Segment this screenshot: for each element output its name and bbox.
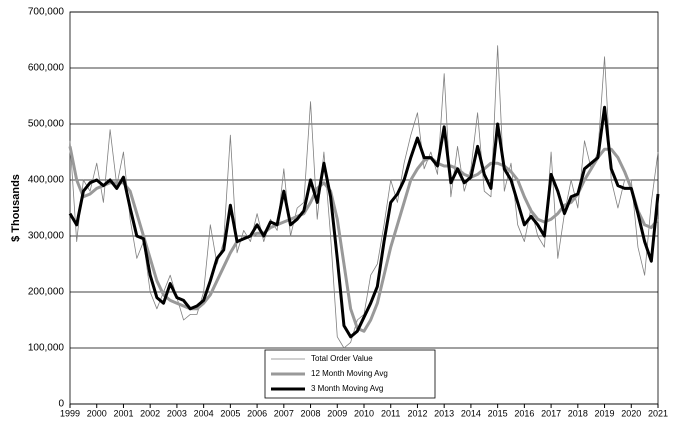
- x-tick-label: 2003: [167, 408, 187, 418]
- x-tick-label: 2005: [220, 408, 240, 418]
- x-tick-label: 2001: [113, 408, 133, 418]
- x-tick-label: 2018: [568, 408, 588, 418]
- x-tick-label: 2009: [327, 408, 347, 418]
- y-tick-label: 700,000: [28, 7, 65, 18]
- y-axis-label: $ Thousands: [10, 174, 22, 242]
- y-tick-label: 100,000: [28, 343, 65, 354]
- legend-label: 12 Month Moving Avg: [311, 369, 388, 378]
- x-tick-label: 1999: [60, 408, 80, 418]
- x-tick-label: 2000: [87, 408, 107, 418]
- x-tick-label: 2017: [541, 408, 561, 418]
- x-tick-label: 2002: [140, 408, 160, 418]
- x-tick-label: 2010: [354, 408, 374, 418]
- legend-label: Total Order Value: [311, 354, 373, 363]
- x-tick-label: 2004: [194, 408, 214, 418]
- x-tick-label: 2006: [247, 408, 267, 418]
- y-tick-label: 600,000: [28, 63, 65, 74]
- plot-border: [69, 11, 659, 405]
- y-tick-label: 200,000: [28, 287, 65, 298]
- x-tick-label: 2008: [301, 408, 321, 418]
- x-tick-label: 2015: [488, 408, 508, 418]
- y-tick-label: 500,000: [28, 119, 65, 130]
- x-tick-label: 2019: [595, 408, 615, 418]
- x-tick-label: 2012: [407, 408, 427, 418]
- legend-label: 3 Month Moving Avg: [311, 384, 383, 393]
- x-tick-label: 2014: [461, 408, 481, 418]
- x-tick-label: 2021: [648, 408, 668, 418]
- series-line: [68, 105, 660, 339]
- x-tick-label: 2020: [621, 408, 641, 418]
- x-tick-label: 2016: [514, 408, 534, 418]
- x-tick-label: 2007: [274, 408, 294, 418]
- series-line: [68, 146, 660, 333]
- x-tick-label: 2011: [381, 408, 400, 418]
- y-tick-label: 0: [58, 399, 64, 410]
- x-tick-label: 2013: [434, 408, 454, 418]
- y-tick-label: 400,000: [28, 175, 65, 186]
- y-tick-label: 300,000: [28, 231, 65, 242]
